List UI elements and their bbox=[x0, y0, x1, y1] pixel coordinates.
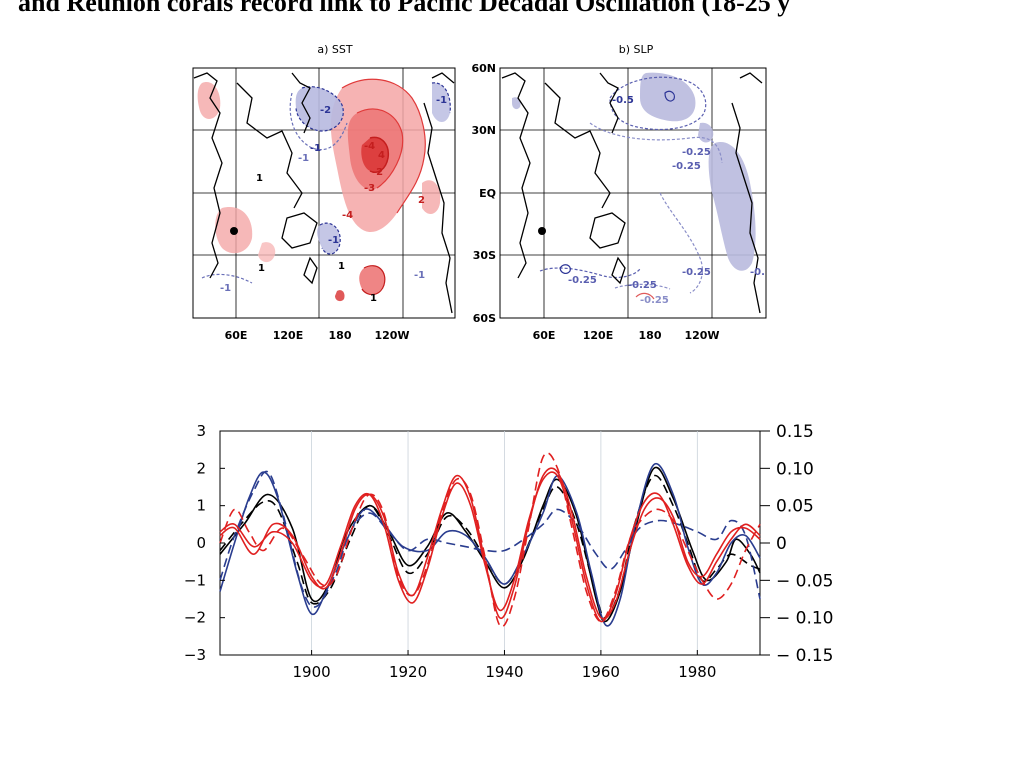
contour-label: -4 bbox=[364, 141, 375, 152]
contour-label: -0. bbox=[750, 267, 765, 278]
slp-contours bbox=[539, 76, 723, 300]
slp-contour-labels: -0.5 -0.25 -0.25 -0.25 -0.25 -0.25 -0.25… bbox=[568, 95, 765, 306]
lon-tick-label: 120W bbox=[374, 329, 409, 342]
lon-tick-label: 120W bbox=[684, 329, 719, 342]
grid-lines bbox=[311, 431, 698, 655]
sst-contour-labels: -2 -1 -1 -2 -3 4 -4 1 -1 -1 -1 2 1 1 1 -… bbox=[220, 95, 447, 304]
sst-contours bbox=[201, 78, 451, 296]
x-tick-label: 1920 bbox=[389, 663, 427, 681]
lon-tick-label: 180 bbox=[329, 329, 352, 342]
lon-tick-label: 180 bbox=[639, 329, 662, 342]
series-line-3 bbox=[219, 470, 761, 608]
lat-tick-label: 30S bbox=[473, 249, 496, 262]
lon-tick-label: 60E bbox=[533, 329, 556, 342]
y2-tick-label: 0.15 bbox=[776, 422, 814, 442]
lat-tick-label: 60N bbox=[471, 62, 496, 75]
series-line-5 bbox=[219, 471, 761, 623]
contour-label: -0.5 bbox=[612, 95, 634, 106]
contour-label: -1 bbox=[436, 95, 447, 106]
y2-tick-label: − 0.10 bbox=[776, 609, 834, 629]
slp-land-outlines bbox=[501, 72, 763, 314]
x-tick-label: 1900 bbox=[293, 663, 331, 681]
y-axis-right: 0.15 0.10 0.05 0 − 0.05 − 0.10 − 0.15 bbox=[760, 422, 834, 666]
contour-label: -0.25 bbox=[682, 147, 711, 158]
y-tick-label: 1 bbox=[196, 497, 206, 515]
contour-label: -0.25 bbox=[640, 295, 669, 306]
page-title: and Reunion corals record link to Pacifi… bbox=[18, 0, 791, 17]
x-tick-label: 1960 bbox=[582, 663, 620, 681]
plot-area bbox=[219, 430, 761, 656]
y2-tick-label: − 0.05 bbox=[776, 571, 834, 591]
y-tick-label: −2 bbox=[184, 609, 206, 627]
contour-label: -0.25 bbox=[568, 275, 597, 286]
contour-label: -0.25 bbox=[672, 161, 701, 172]
pdo-time-series-chart: 3 2 1 0 −1 −2 −3 0.15 0.10 0.05 0 − 0.05 − 0.10 − 0.… bbox=[184, 422, 834, 681]
series-line-4 bbox=[219, 467, 761, 620]
sst-map-title: a) SST bbox=[317, 43, 352, 56]
y2-tick-label: − 0.15 bbox=[776, 646, 834, 666]
lon-tick-label: 120E bbox=[583, 329, 613, 342]
slp-lon-tick-labels: 60E 120E 180 120W bbox=[533, 329, 720, 342]
contour-label: -0.25 bbox=[628, 280, 657, 291]
slp-lat-tick-labels: 60N 30N EQ 30S 60S bbox=[471, 62, 496, 325]
contour-label: 1 bbox=[338, 261, 345, 272]
x-tick-label: 1980 bbox=[678, 663, 716, 681]
contour-label: -1 bbox=[310, 143, 321, 154]
lon-tick-label: 60E bbox=[225, 329, 248, 342]
contour-label: -1 bbox=[328, 235, 339, 246]
lon-tick-label: 120E bbox=[273, 329, 303, 342]
y-tick-label: 2 bbox=[196, 459, 206, 477]
sst-anomaly-shading bbox=[197, 79, 451, 302]
contour-label: -0.25 bbox=[682, 267, 711, 278]
y2-tick-label: 0 bbox=[776, 534, 787, 554]
contour-label: 4 bbox=[378, 150, 385, 161]
slp-map: b) SLP 60N 30N EQ 30S 60S bbox=[471, 43, 767, 342]
series-group bbox=[219, 452, 761, 628]
contour-label: -4 bbox=[342, 210, 353, 221]
sst-lon-tick-labels: 60E 120E 180 120W bbox=[225, 329, 410, 342]
y-axis-left: 3 2 1 0 −1 −2 −3 bbox=[184, 422, 225, 664]
series-line-6 bbox=[219, 452, 761, 628]
lat-tick-label: 30N bbox=[471, 124, 496, 137]
x-tick-label: 1940 bbox=[485, 663, 523, 681]
y-tick-label: 0 bbox=[196, 534, 206, 552]
y-tick-label: −3 bbox=[184, 646, 206, 664]
contour-label: -1 bbox=[220, 283, 231, 294]
lat-tick-label: 60S bbox=[473, 312, 496, 325]
contour-label: -1 bbox=[298, 153, 309, 164]
page-title-container: and Reunion corals record link to Pacifi… bbox=[0, 0, 1024, 28]
contour-label: 1 bbox=[258, 263, 265, 274]
contour-label: -3 bbox=[364, 183, 375, 194]
lat-tick-label: EQ bbox=[479, 187, 496, 200]
slp-anomaly-shading bbox=[512, 72, 756, 271]
contour-label: 2 bbox=[418, 195, 425, 206]
y2-tick-label: 0.10 bbox=[776, 459, 814, 479]
y2-tick-label: 0.05 bbox=[776, 497, 814, 517]
contour-label: -2 bbox=[320, 105, 331, 116]
contour-label: -1 bbox=[414, 270, 425, 281]
y-tick-label: 3 bbox=[196, 422, 206, 440]
sst-map: a) SST bbox=[192, 43, 456, 342]
sst-land-outlines bbox=[193, 72, 455, 314]
contour-label: 1 bbox=[256, 173, 263, 184]
slp-map-title: b) SLP bbox=[619, 43, 654, 56]
contour-label: -2 bbox=[372, 167, 383, 178]
contour-label: 1 bbox=[370, 293, 377, 304]
x-axis: 1900 1920 1940 1960 1980 bbox=[293, 650, 716, 681]
y-tick-label: −1 bbox=[184, 571, 206, 589]
